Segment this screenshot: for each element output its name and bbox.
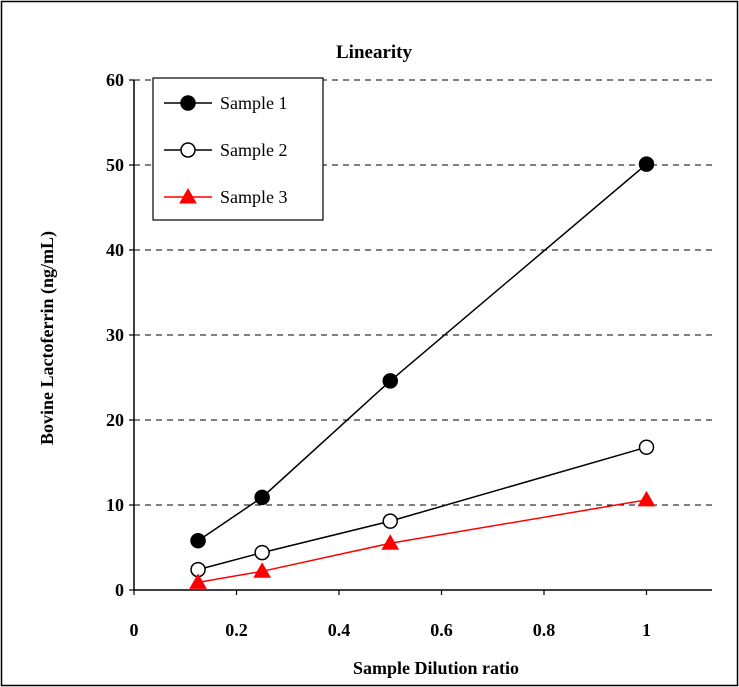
x-tick-label: 1 — [642, 620, 651, 640]
sample-1-point — [254, 489, 270, 506]
x-tick-label: 0 — [130, 620, 139, 640]
sample-3-point — [381, 534, 400, 550]
x-tick-label: 0.6 — [430, 620, 453, 640]
y-tick-label: 30 — [106, 325, 124, 345]
sample-1-point — [190, 532, 206, 549]
series-layer — [189, 156, 656, 589]
y-tick-label: 0 — [115, 580, 124, 600]
x-tick-label: 1.2 — [738, 620, 739, 640]
sample-1-legend-marker — [180, 95, 196, 111]
sample-3-point — [637, 490, 656, 507]
y-tick-label: 10 — [106, 495, 124, 515]
x-tick-label: 0.8 — [533, 620, 556, 640]
y-tick-label: 40 — [106, 240, 124, 260]
x-tick-label: 0.4 — [328, 620, 351, 640]
sample-2-point — [254, 544, 270, 561]
sample-3-legend-marker — [179, 187, 197, 204]
sample-3-point — [189, 573, 207, 589]
sample-1-point — [638, 156, 655, 172]
sample-2-legend-marker — [180, 142, 196, 158]
sample-2-legend-label: Sample 2 — [220, 140, 288, 160]
legend: Sample 1 Sample 2 Sample 3 — [152, 77, 324, 221]
sample-3-point — [253, 562, 271, 578]
sample-3-line — [197, 499, 647, 584]
y-tick-label: 20 — [106, 410, 124, 430]
chart-title: Linearity — [336, 42, 412, 63]
sample-2-point — [638, 439, 655, 455]
sample-1-line — [197, 163, 647, 542]
sample-3-legend-label: Sample 3 — [220, 187, 288, 207]
y-tick-label: 50 — [106, 155, 124, 175]
axes-layer: 0 10 20 30 40 50 60 0 0.2 0.4 0.6 0.8 1 1.2 — [106, 70, 739, 640]
grid-layer — [134, 79, 712, 506]
sample-1-point — [382, 373, 398, 389]
sample-2-line — [197, 446, 647, 571]
sample-2-point — [382, 513, 398, 529]
y-axis-label: Bovine Lactoferrin (ng/mL) — [37, 231, 58, 445]
y-tick-label: 60 — [106, 70, 124, 90]
sample-1-legend-label: Sample 1 — [220, 93, 288, 113]
x-tick-label: 0.2 — [225, 620, 248, 640]
x-axis-label: Sample Dilution ratio — [353, 658, 519, 678]
